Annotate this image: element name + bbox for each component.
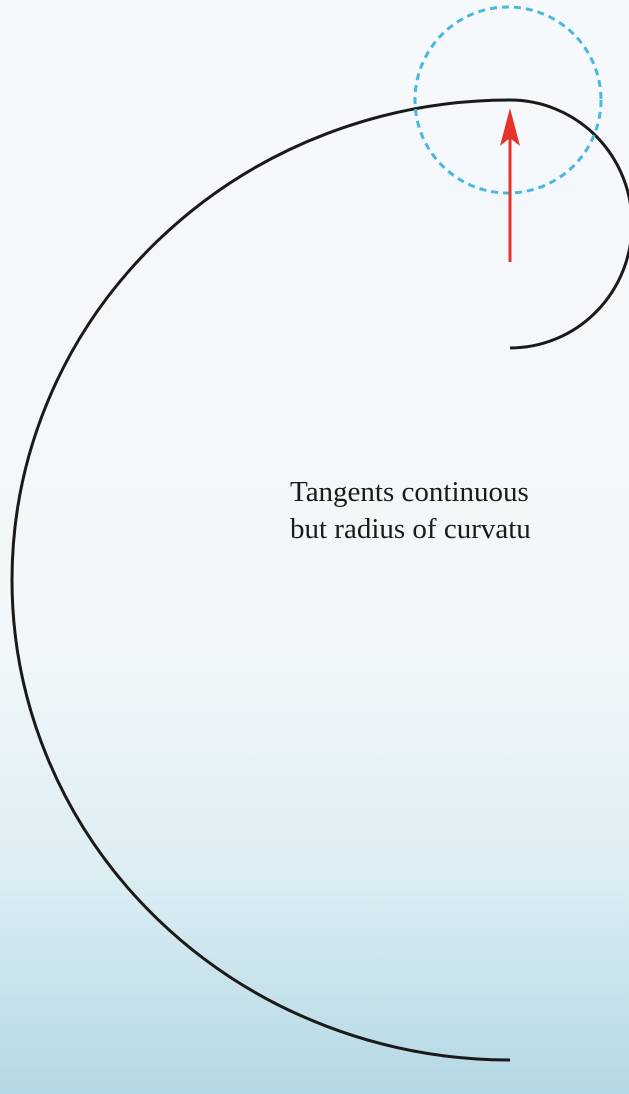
caption-line: but radius of curvatu [290, 513, 531, 545]
curvature-circle [413, 5, 603, 195]
large-arc [10, 98, 511, 1062]
caption-line: Tangents continuous [290, 476, 529, 508]
arrow-head [500, 108, 520, 146]
small-arc [509, 98, 629, 350]
